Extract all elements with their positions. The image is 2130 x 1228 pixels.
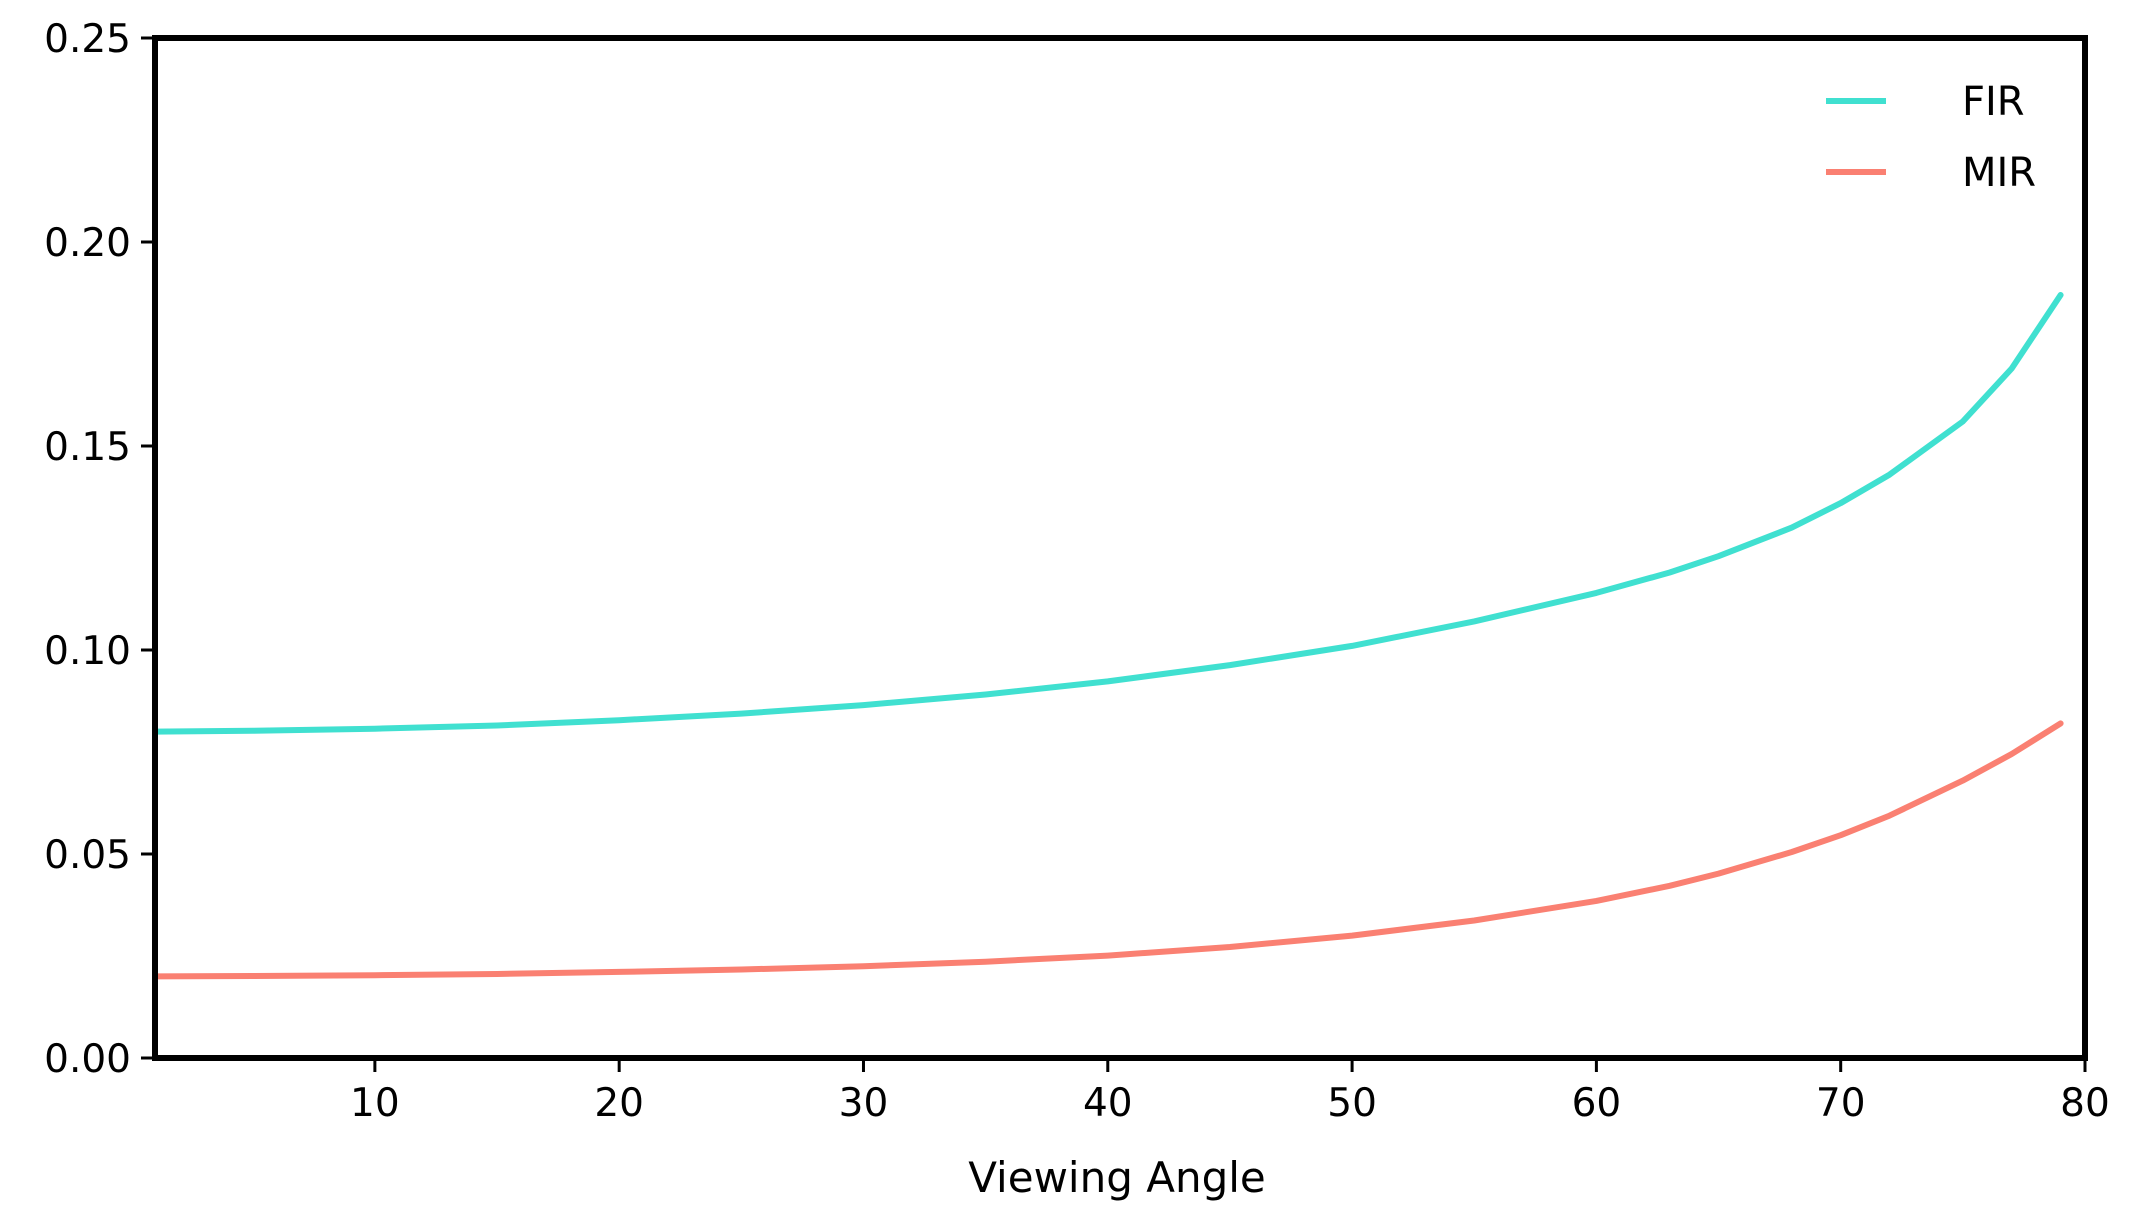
data-point-mir — [1471, 918, 1477, 924]
data-point-mir — [1105, 953, 1111, 959]
data-point-mir — [861, 963, 867, 969]
data-point-mir — [2009, 751, 2015, 757]
data-point-fir — [1227, 662, 1233, 668]
data-point-fir — [1349, 643, 1355, 649]
data-point-fir — [983, 692, 989, 698]
data-point-fir — [2058, 292, 2064, 298]
x-tick-label: 30 — [839, 1081, 889, 1126]
data-point-mir — [983, 959, 989, 965]
y-axis-ticks: 0.00 0.05 0.10 0.15 0.20 0.25 — [44, 17, 155, 1082]
series-line-fir — [152, 292, 2064, 735]
data-point-mir — [1887, 813, 1893, 819]
data-point-fir — [616, 717, 622, 723]
data-point-mir — [1667, 883, 1673, 889]
data-point-fir — [494, 723, 500, 729]
data-point-fir — [1887, 472, 1893, 478]
data-point-mir — [1789, 849, 1795, 855]
x-tick-label: 70 — [1816, 1081, 1866, 1126]
data-point-mir — [1349, 933, 1355, 939]
x-tick-label: 80 — [2060, 1081, 2110, 1126]
data-point-fir — [2009, 366, 2015, 372]
x-tick-label: 50 — [1327, 1081, 1377, 1126]
data-point-fir — [861, 702, 867, 708]
x-tick-label: 40 — [1083, 1081, 1133, 1126]
y-tick-label: 0.05 — [44, 833, 131, 878]
data-point-mir — [1227, 944, 1233, 950]
data-point-mir — [738, 967, 744, 973]
data-point-fir — [1105, 678, 1111, 684]
data-point-fir — [372, 726, 378, 732]
y-tick-label: 0.10 — [44, 629, 131, 674]
data-point-fir — [1667, 570, 1673, 576]
x-axis-ticks: 10 20 30 40 50 60 70 80 — [350, 1058, 2110, 1126]
data-point-fir — [1716, 553, 1722, 559]
legend: FIR MIR — [1826, 79, 2036, 196]
x-tick-label: 20 — [594, 1081, 644, 1126]
data-point-mir — [616, 969, 622, 975]
data-point-fir — [250, 728, 256, 734]
data-point-mir — [1838, 832, 1844, 838]
legend-label-fir: FIR — [1962, 79, 2025, 125]
data-point-mir — [1593, 898, 1599, 904]
data-point-mir — [2058, 720, 2064, 726]
legend-label-mir: MIR — [1962, 150, 2036, 196]
series-line-mir — [152, 720, 2064, 980]
data-point-mir — [372, 972, 378, 978]
data-point-mir — [250, 973, 256, 979]
x-axis-title: Viewing Angle — [968, 1153, 1266, 1202]
x-tick-label: 10 — [350, 1081, 400, 1126]
data-point-fir — [1960, 419, 1966, 425]
data-point-mir — [494, 971, 500, 977]
series-layer — [152, 292, 2064, 980]
data-point-mir — [1960, 778, 1966, 784]
y-tick-label: 0.15 — [44, 425, 131, 470]
plot-frame — [152, 35, 2088, 1061]
data-point-fir — [1838, 500, 1844, 506]
y-tick-label: 0.25 — [44, 17, 131, 62]
y-tick-label: 0.00 — [44, 1037, 131, 1082]
data-point-fir — [1593, 590, 1599, 596]
data-point-mir — [1716, 871, 1722, 877]
x-tick-label: 60 — [1572, 1081, 1622, 1126]
data-point-fir — [1789, 525, 1795, 531]
y-tick-label: 0.20 — [44, 221, 131, 266]
data-point-fir — [738, 711, 744, 717]
data-point-fir — [1471, 618, 1477, 624]
